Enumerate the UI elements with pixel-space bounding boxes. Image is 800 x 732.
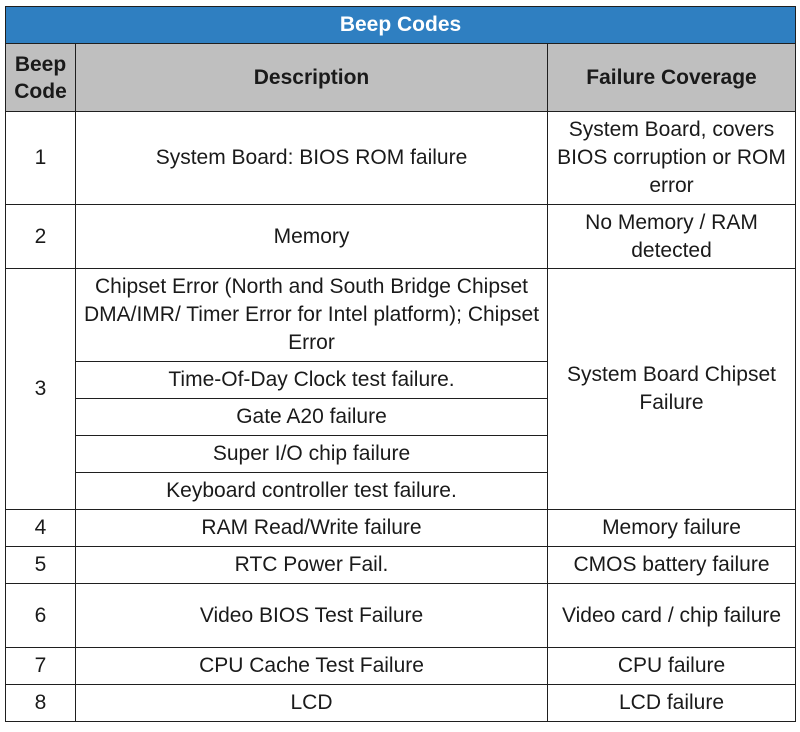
- coverage-cell: Video card / chip failure: [546, 583, 797, 648]
- description-cell: Chipset Error (North and South Bridge Ch…: [75, 268, 548, 362]
- coverage-cell: No Memory / RAM detected: [546, 204, 797, 269]
- header-description: Description: [75, 43, 548, 112]
- beep-code-cell: 8: [5, 684, 76, 722]
- table-row: Time-Of-Day Clock test failure.: [6, 361, 796, 399]
- coverage-cell: System Board, covers BIOS corruption or …: [546, 111, 797, 205]
- beep-code-cell: 2: [5, 204, 76, 269]
- coverage-cell: LCD failure: [546, 684, 797, 722]
- table-row: 7 CPU Cache Test Failure CPU failure: [5, 647, 797, 685]
- beep-code-cell: 5: [5, 546, 76, 584]
- coverage-cell: CMOS battery failure: [546, 546, 797, 584]
- table-row: Keyboard controller test failure.: [6, 472, 796, 510]
- description-cell: Super I/O chip failure: [75, 435, 548, 473]
- coverage-cell: CPU failure: [546, 647, 797, 685]
- description-cell: RTC Power Fail.: [75, 546, 548, 584]
- table-title-row: Beep Codes: [4, 6, 797, 44]
- description-cell: Gate A20 failure: [75, 398, 548, 436]
- beep-codes-table-wrapper: Beep Codes Beep Code Description Failure…: [4, 6, 797, 722]
- table-row: 3 Chipset Error (North and South Bridge …: [5, 268, 797, 510]
- coverage-cell: System Board Chipset Failure: [546, 268, 797, 510]
- table-row: 8 LCD LCD failure: [5, 684, 797, 722]
- header-beep-code: Beep Code: [5, 43, 76, 112]
- description-cell: RAM Read/Write failure: [75, 509, 548, 547]
- description-cell: CPU Cache Test Failure: [75, 647, 548, 685]
- description-cell: LCD: [75, 684, 548, 722]
- beep-code-cell: 3: [5, 268, 76, 510]
- table-row: 4 RAM Read/Write failure Memory failure: [5, 509, 797, 547]
- beep-codes-table: Beep Codes Beep Code Description Failure…: [4, 6, 797, 722]
- beep-code-cell: 4: [5, 509, 76, 547]
- beep-code-cell: 6: [5, 583, 76, 648]
- table-title: Beep Codes: [4, 6, 797, 44]
- description-cell: Memory: [75, 204, 548, 269]
- description-cell: Time-Of-Day Clock test failure.: [75, 361, 548, 399]
- table-row: 6 Video BIOS Test Failure Video card / c…: [5, 583, 797, 648]
- beep-code-cell: 1: [5, 111, 76, 205]
- description-cell: Keyboard controller test failure.: [75, 472, 548, 510]
- beep-code-cell: 7: [5, 647, 76, 685]
- table-row: 1 System Board: BIOS ROM failure System …: [5, 111, 797, 205]
- header-failure-coverage: Failure Coverage: [546, 43, 797, 112]
- table-header-row: Beep Code Description Failure Coverage: [5, 43, 797, 112]
- description-cell: Video BIOS Test Failure: [75, 583, 548, 648]
- table-row: Gate A20 failure: [6, 398, 796, 436]
- table-row: 5 RTC Power Fail. CMOS battery failure: [5, 546, 797, 584]
- description-cell: System Board: BIOS ROM failure: [75, 111, 548, 205]
- coverage-cell: Memory failure: [546, 509, 797, 547]
- table-row: 2 Memory No Memory / RAM detected: [5, 204, 797, 269]
